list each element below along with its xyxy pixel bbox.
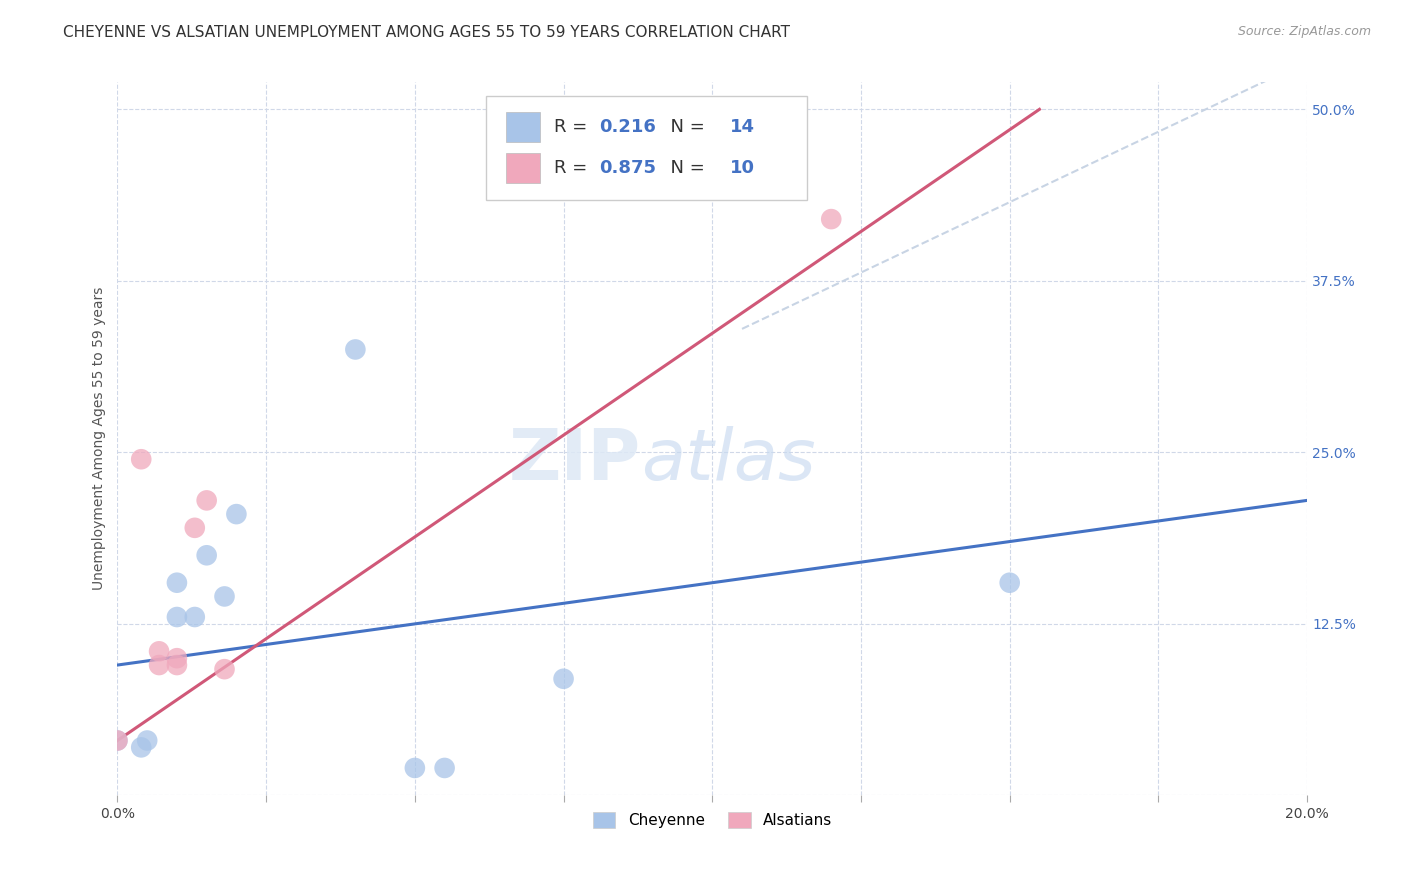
Y-axis label: Unemployment Among Ages 55 to 59 years: Unemployment Among Ages 55 to 59 years xyxy=(93,287,107,591)
Point xyxy=(166,658,188,673)
Point xyxy=(107,733,129,747)
Point xyxy=(129,740,152,755)
FancyBboxPatch shape xyxy=(486,96,807,200)
Point xyxy=(998,575,1021,590)
Text: Source: ZipAtlas.com: Source: ZipAtlas.com xyxy=(1237,25,1371,38)
Text: CHEYENNE VS ALSATIAN UNEMPLOYMENT AMONG AGES 55 TO 59 YEARS CORRELATION CHART: CHEYENNE VS ALSATIAN UNEMPLOYMENT AMONG … xyxy=(63,25,790,40)
Point xyxy=(184,521,207,535)
Legend: Cheyenne, Alsatians: Cheyenne, Alsatians xyxy=(586,806,838,834)
Point xyxy=(225,507,247,521)
Point xyxy=(820,212,842,227)
Point xyxy=(404,761,426,775)
Point xyxy=(433,761,456,775)
Text: N =: N = xyxy=(659,159,710,177)
Text: R =: R = xyxy=(554,118,593,136)
Point xyxy=(214,590,236,604)
Text: atlas: atlas xyxy=(641,425,815,494)
Point xyxy=(184,610,207,624)
Point xyxy=(195,549,218,563)
Point xyxy=(148,658,170,673)
Point xyxy=(214,662,236,676)
Text: 14: 14 xyxy=(730,118,755,136)
Point xyxy=(166,651,188,665)
Point xyxy=(148,644,170,658)
Point xyxy=(195,493,218,508)
Point xyxy=(166,610,188,624)
Point xyxy=(129,452,152,467)
Point xyxy=(136,733,159,747)
Text: N =: N = xyxy=(659,118,710,136)
Text: 10: 10 xyxy=(730,159,755,177)
FancyBboxPatch shape xyxy=(506,153,540,183)
Text: 0.875: 0.875 xyxy=(599,159,657,177)
Text: 0.216: 0.216 xyxy=(599,118,657,136)
Text: R =: R = xyxy=(554,159,593,177)
Point xyxy=(166,575,188,590)
Text: ZIP: ZIP xyxy=(509,425,641,494)
Point xyxy=(107,733,129,747)
Point xyxy=(344,343,367,357)
Point xyxy=(553,672,575,686)
FancyBboxPatch shape xyxy=(506,112,540,142)
